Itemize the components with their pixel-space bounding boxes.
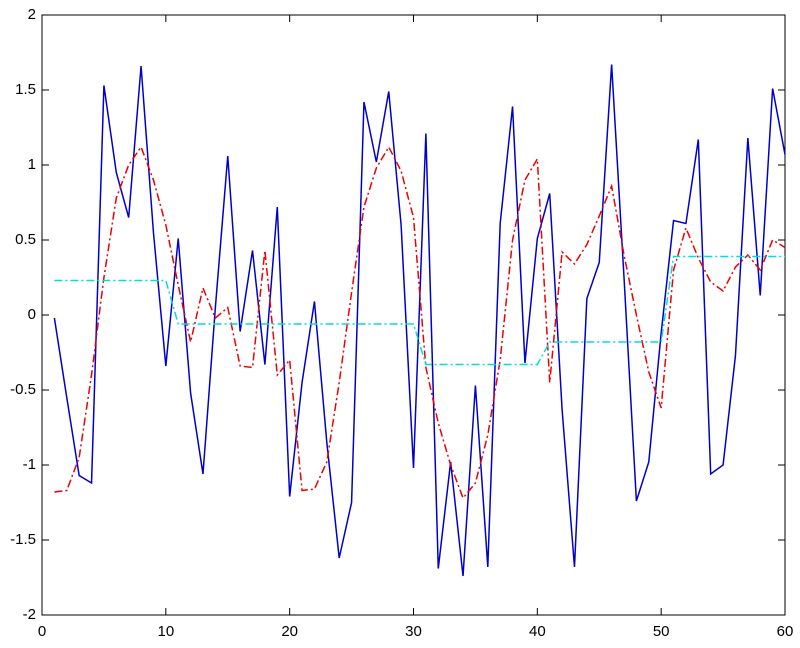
- series-line: [53, 64, 786, 577]
- series-line: [54, 255, 785, 366]
- y-tick-label: -2: [23, 606, 36, 623]
- y-tick-label: 2: [28, 6, 36, 23]
- x-tick-label: 50: [653, 623, 670, 640]
- y-tick-label: 0.5: [15, 231, 36, 248]
- x-tick-label: 40: [529, 623, 546, 640]
- y-tick-label: -1: [23, 456, 36, 473]
- x-tick-label: 20: [281, 623, 298, 640]
- y-tick-label: 1.5: [15, 81, 36, 98]
- y-tick-label: -1.5: [10, 531, 36, 548]
- y-tick-label: -0.5: [10, 381, 36, 398]
- x-tick-label: 30: [405, 623, 422, 640]
- x-tick-label: 0: [38, 623, 46, 640]
- x-tick-label: 10: [157, 623, 174, 640]
- y-tick-label: 1: [28, 156, 36, 173]
- series-line: [54, 145, 786, 500]
- y-tick-label: 0: [28, 306, 36, 323]
- plot-area: [41, 14, 786, 616]
- x-tick-label: 60: [777, 623, 794, 640]
